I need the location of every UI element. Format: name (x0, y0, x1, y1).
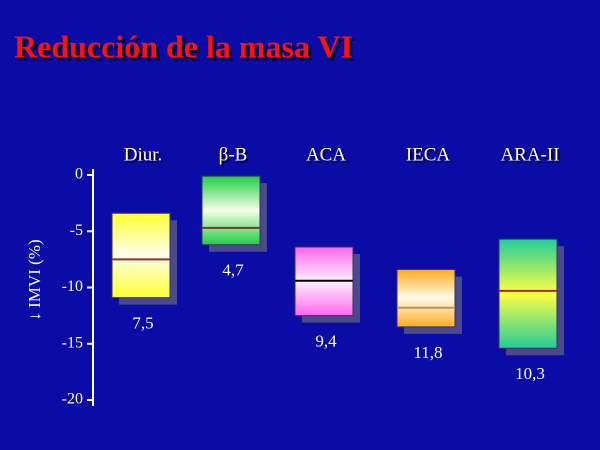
category-label: ARA-II (500, 144, 559, 165)
y-axis-label: ↓ IMVI (%) (25, 239, 44, 320)
category-label-shadow: IECA (408, 146, 453, 167)
category-label-shadow: ACA (308, 146, 348, 167)
y-tick-label: -10 (62, 278, 83, 295)
category-label: Diur. (124, 144, 163, 165)
value-label: 7,5 (132, 314, 153, 333)
box (498, 238, 558, 349)
category-label: IECA (406, 144, 451, 165)
box (396, 269, 456, 328)
box (201, 175, 261, 246)
category-label: ACA (306, 144, 346, 165)
box (111, 212, 171, 299)
value-label: 9,4 (315, 332, 337, 351)
category-label-shadow: Diur. (126, 146, 165, 167)
category-label-shadow: β-B (221, 146, 250, 167)
value-label: 4,7 (222, 261, 244, 280)
y-tick-label: -5 (70, 222, 83, 239)
y-tick-label: 0 (75, 166, 83, 183)
category-label: β-B (219, 144, 248, 165)
value-label: 10,3 (515, 364, 545, 383)
y-tick-label: -15 (62, 334, 83, 351)
category-label-shadow: ARA-II (502, 146, 561, 167)
y-tick-label: -20 (62, 391, 83, 408)
value-label: 11,8 (413, 343, 442, 362)
title-shadow: Reducción de la masa VI (17, 31, 356, 67)
chart-title: Reducción de la masa VI (14, 28, 353, 64)
